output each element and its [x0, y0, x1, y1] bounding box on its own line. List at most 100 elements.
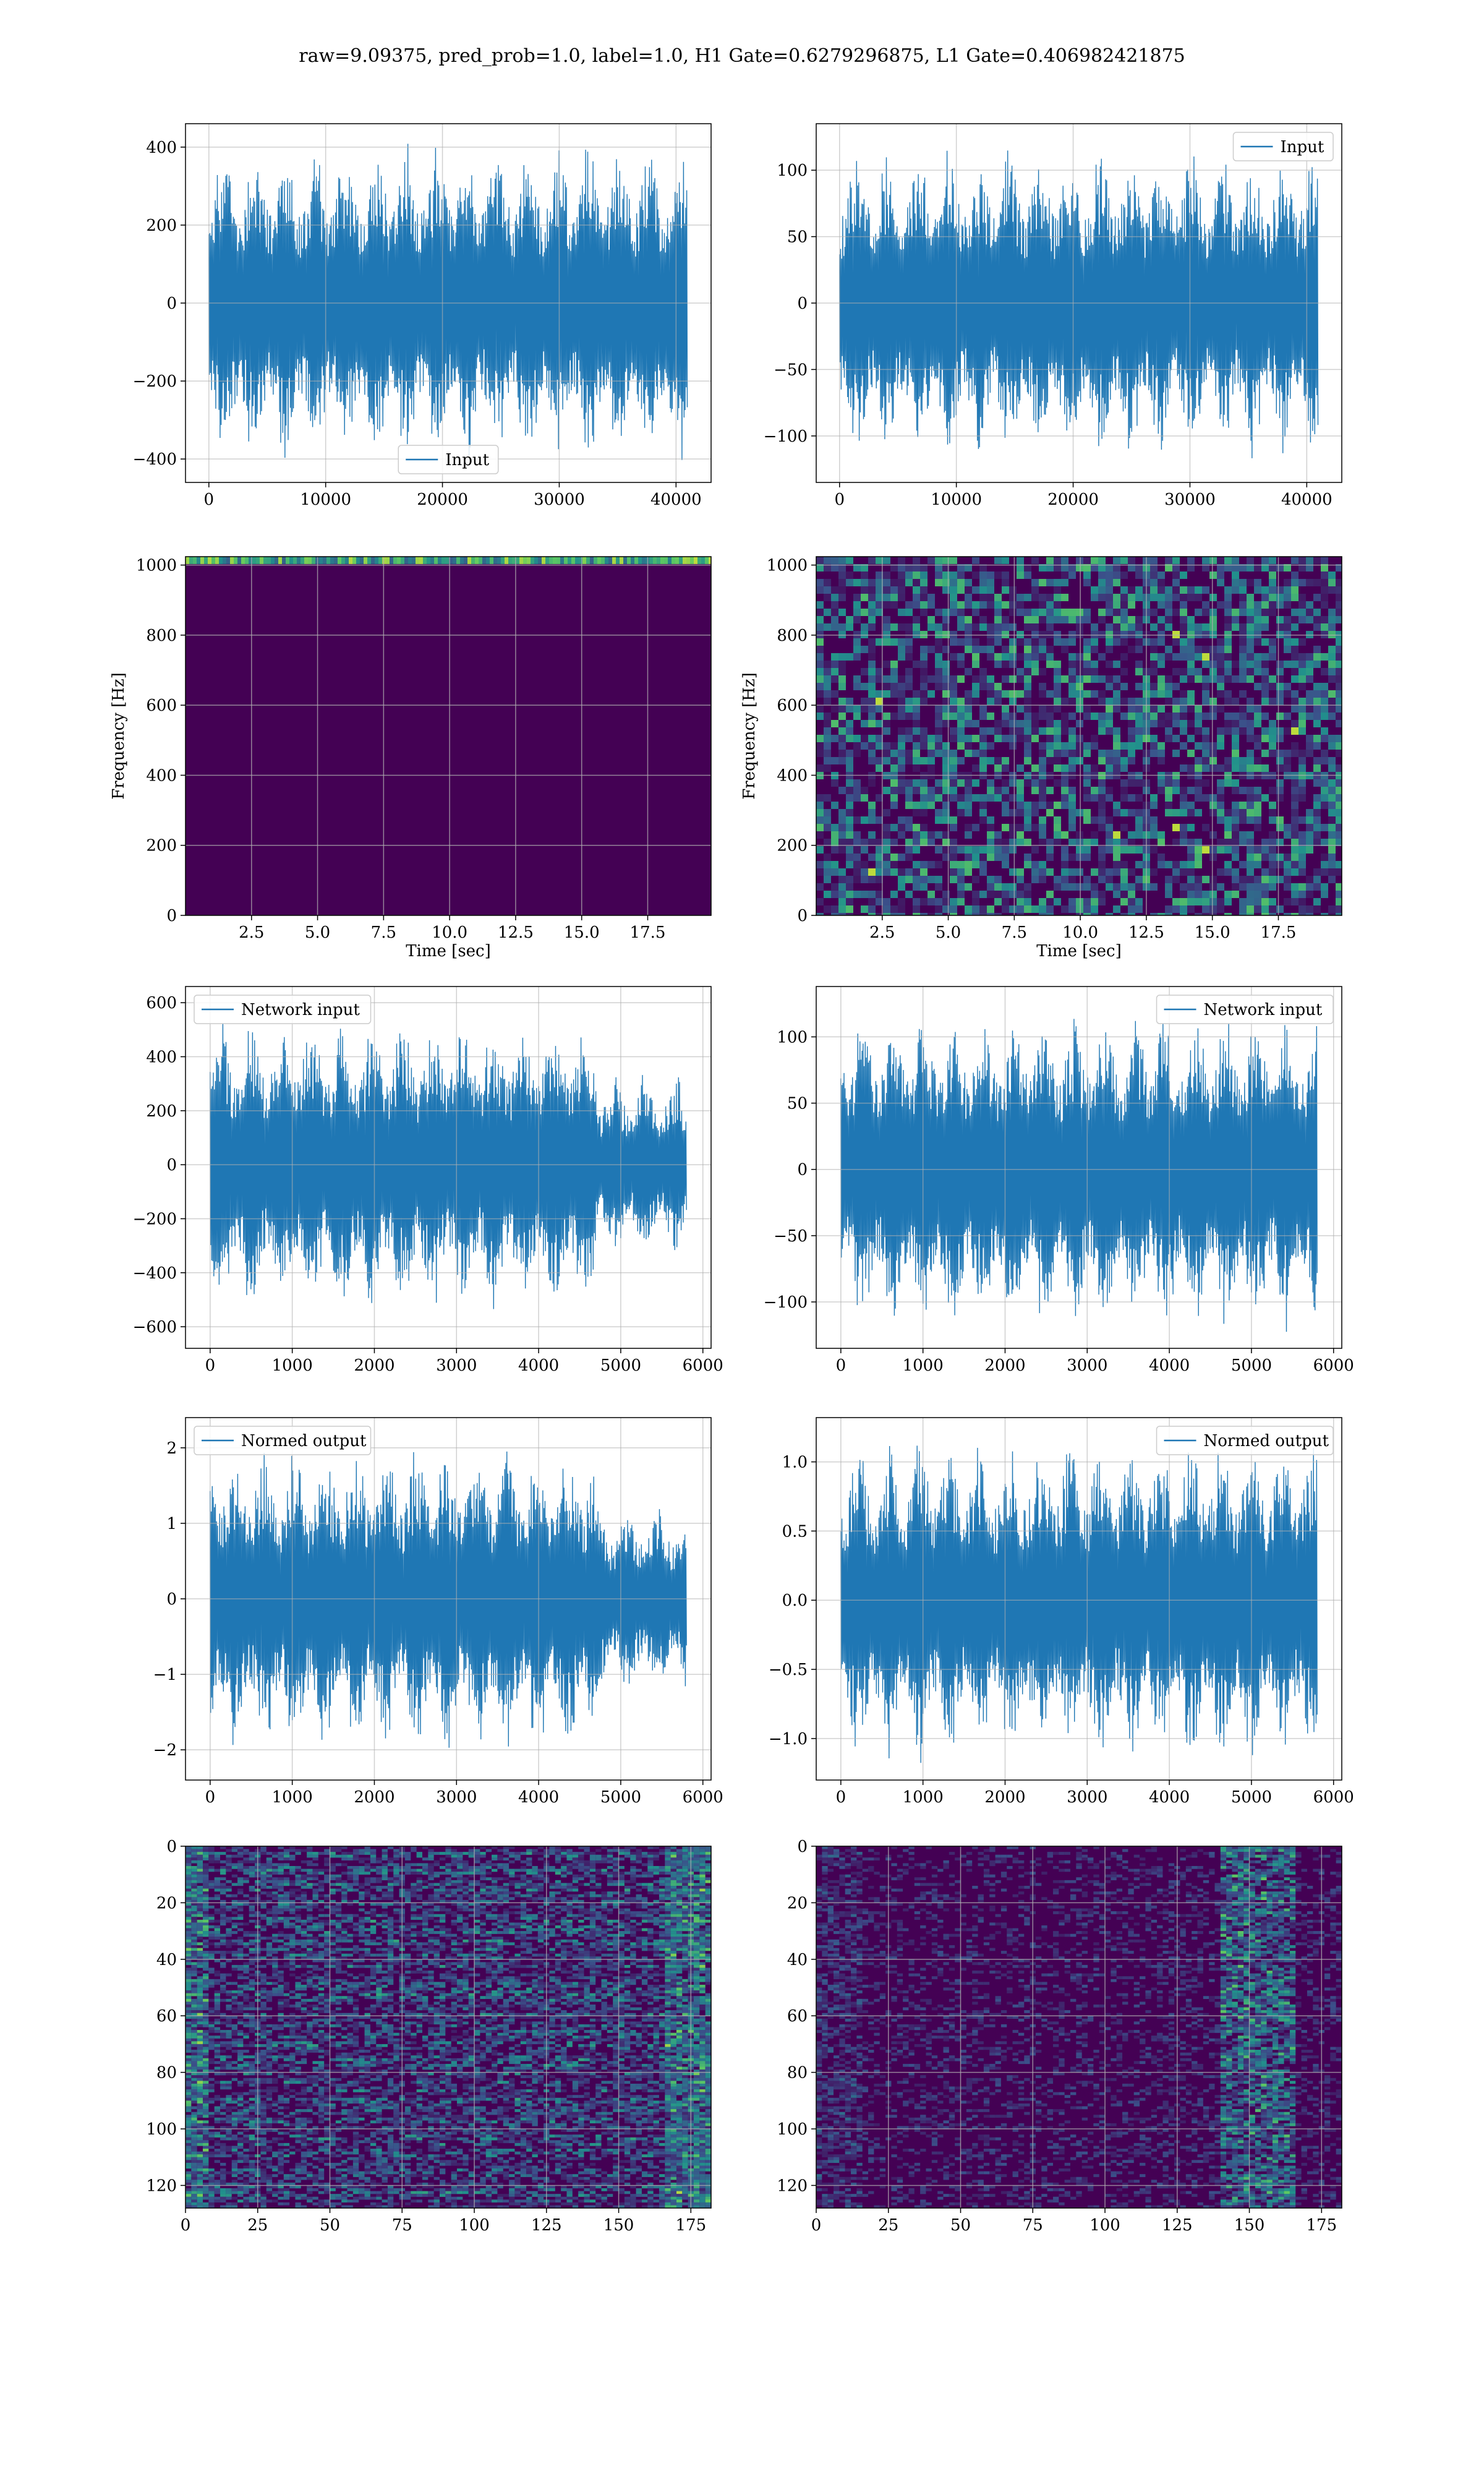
x-tick-label: 2000	[354, 1788, 394, 1807]
x-tick-label: 75	[392, 2216, 412, 2235]
plot-area	[840, 1445, 1318, 1763]
x-tick-label: 75	[1023, 2216, 1043, 2235]
x-tick-label: 17.5	[1261, 923, 1297, 942]
heatmap-cells	[816, 557, 1342, 915]
series-line-h1-input	[208, 143, 688, 460]
y-tick-label: 600	[146, 994, 177, 1012]
x-tick-label: 1000	[903, 1788, 944, 1807]
x-tick-label: 12.5	[498, 923, 534, 942]
axes-frame	[816, 1417, 1342, 1781]
y-tick-label: 0	[797, 1161, 808, 1179]
legend: Input	[398, 445, 499, 474]
x-tick-label: 15.0	[564, 923, 600, 942]
y-tick-label: 0	[797, 1838, 808, 1856]
y-tick-label: 200	[146, 837, 177, 855]
x-tick-label: 20000	[1047, 490, 1099, 509]
plot-area	[816, 557, 1342, 915]
x-tick-label: 7.5	[371, 923, 396, 942]
y-tick-label: 400	[146, 766, 177, 785]
y-tick-label: 800	[146, 627, 177, 645]
heatmap-cells	[816, 1846, 1342, 2208]
axes-frame	[185, 986, 712, 1349]
y-tick-label: 40	[156, 1951, 177, 1969]
y-tick-label: 0	[797, 907, 808, 925]
x-tick-label: 1000	[272, 1356, 313, 1375]
x-tick-label: 5.0	[305, 923, 330, 942]
x-tick-label: 0	[181, 2216, 191, 2235]
y-tick-label: 200	[146, 1102, 177, 1121]
subplot-l1-spectrogram: 2.5 5.0 7.5 10.0 12.5 15.0 17.5 0 200 400 600 800 10…	[740, 556, 1342, 961]
subplot-h1-spectrogram: 2.5 5.0 7.5 10.0 12.5 15.0 17.5 0 200 400 600 800 10…	[109, 556, 712, 961]
series-line-l1-normed-output	[840, 1445, 1318, 1763]
x-tick-label: 3000	[436, 1788, 477, 1807]
x-tick-label: 10000	[931, 490, 982, 509]
x-tick-label: 175	[675, 2216, 706, 2235]
y-tick-label: −600	[133, 1318, 177, 1337]
legend: Network input	[1156, 995, 1334, 1024]
gridlines	[186, 124, 711, 482]
x-tick-label: 40000	[650, 490, 702, 509]
x-axis-label: Time [sec]	[1036, 942, 1122, 961]
x-tick-label: 3000	[436, 1356, 477, 1375]
x-tick-label: 100	[1090, 2216, 1120, 2235]
y-tick-label: 50	[787, 1095, 808, 1113]
x-tick-label: 6000	[683, 1788, 723, 1807]
subplot-l1-feature-map: 0 25 50 75 100 125 150 175 0 20 40 60 80 100 120	[777, 1838, 1342, 2235]
y-tick-label: 0	[166, 294, 177, 313]
subplot-l1-network-input: 0 1000 2000 3000 4000 5000 6000 100 50 0 −50 −100 Ne…	[764, 986, 1354, 1375]
y-tick-label: 120	[777, 2177, 808, 2195]
x-tick-label: 2000	[984, 1356, 1025, 1375]
x-tick-label: 6000	[1313, 1356, 1354, 1375]
figure-title: raw=9.09375, pred_prob=1.0, label=1.0, H…	[299, 45, 1185, 67]
y-tick-label: 50	[787, 228, 808, 247]
x-tick-label: 0	[835, 490, 845, 509]
y-tick-label: 600	[146, 696, 177, 715]
legend: Input	[1232, 132, 1334, 161]
x-tick-label: 2000	[984, 1788, 1025, 1807]
subplot-h1-normed-output: 0 1000 2000 3000 4000 5000 6000 2 1 0 −1 −2 Normed o…	[153, 1417, 723, 1807]
y-axis-label: Frequency [Hz]	[740, 672, 759, 800]
x-tick-label: 125	[1162, 2216, 1193, 2235]
x-tick-label: 25	[247, 2216, 268, 2235]
y-tick-label: 400	[777, 766, 808, 785]
y-axis-label: Frequency [Hz]	[109, 672, 128, 800]
y-tick-label: −1	[153, 1666, 177, 1684]
series-line-h1-network-input	[210, 1023, 687, 1309]
gridlines	[816, 987, 1342, 1348]
x-tick-label: 4000	[1149, 1356, 1190, 1375]
x-tick-label: 50	[320, 2216, 340, 2235]
x-tick-label: 7.5	[1002, 923, 1027, 942]
heatmap-cells	[186, 557, 711, 564]
x-tick-label: 5000	[1231, 1356, 1272, 1375]
y-tick-label: 80	[787, 2064, 808, 2082]
y-tick-label: 1.0	[782, 1453, 808, 1472]
subplot-h1-network-input: 0 1000 2000 3000 4000 5000 60006004002000−200−…	[133, 986, 723, 1375]
x-tick-label: 6000	[683, 1356, 723, 1375]
x-tick-label: 10.0	[432, 923, 467, 942]
x-tick-label: 0	[836, 1356, 846, 1375]
y-tick-label: −100	[764, 1293, 808, 1312]
y-tick-label: −200	[133, 1210, 177, 1228]
x-tick-label: 17.5	[630, 923, 666, 942]
plot-area	[816, 1846, 1342, 2208]
x-tick-label: 1000	[903, 1356, 944, 1375]
x-tick-label: 0	[205, 1788, 216, 1807]
x-tick-label: 6000	[1313, 1788, 1354, 1807]
series-line-l1-network-input	[840, 1019, 1318, 1332]
gridlines	[816, 1418, 1342, 1780]
gridlines	[816, 124, 1342, 482]
y-tick-label: 0.5	[782, 1522, 808, 1541]
y-tick-label: 60	[787, 2007, 808, 2026]
x-tick-label: 5000	[600, 1788, 641, 1807]
x-tick-label: 2.5	[869, 923, 895, 942]
plot-area	[839, 150, 1319, 458]
x-tick-label: 4000	[518, 1356, 559, 1375]
x-tick-label: 30000	[1164, 490, 1216, 509]
x-tick-label: 0	[836, 1788, 846, 1807]
legend-label: Normed output	[1204, 1432, 1329, 1450]
y-tick-label: 400	[146, 139, 177, 157]
x-tick-label: 4000	[1149, 1788, 1190, 1807]
y-tick-label: −2	[153, 1741, 177, 1760]
x-axis-label: Time [sec]	[406, 942, 491, 961]
subplot-l1-normed-output: 0 1000 2000 3000 4000 5000 6000 1.0 0.5 0.0 −0.5 −1…	[769, 1417, 1354, 1807]
